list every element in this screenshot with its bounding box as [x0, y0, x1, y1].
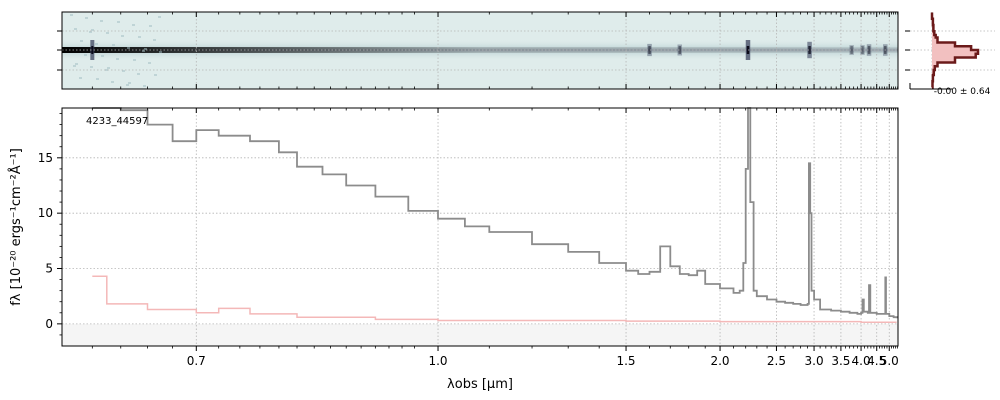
- twod-noise-pixel: [74, 28, 77, 30]
- x-tick-label: 3.5: [831, 354, 850, 368]
- twod-noise-pixel: [159, 51, 162, 53]
- twod-noise-pixel: [144, 48, 147, 50]
- x-tick-label: 2.0: [710, 354, 729, 368]
- twod-noise-pixel: [106, 32, 109, 34]
- spectrum-2d-panel: [57, 11, 899, 90]
- twod-noise-pixel: [149, 25, 152, 27]
- twod-noise-pixel: [121, 35, 124, 37]
- spectrum-1d-frame: [61, 107, 899, 347]
- profile-panel: -0.00 ± 0.64: [905, 12, 995, 97]
- twod-noise-pixel: [111, 81, 114, 83]
- twod-noise-pixel: [154, 74, 157, 76]
- twod-line-halo: [849, 45, 854, 55]
- twod-noise-pixel: [96, 78, 99, 80]
- profile-line: [930, 12, 980, 89]
- x-tick-label: 5.0: [880, 354, 899, 368]
- twod-line-core: [850, 46, 853, 54]
- twod-line-core: [808, 46, 811, 54]
- y-tick-label: 0: [45, 317, 53, 331]
- x-tick-label: 0.7: [187, 354, 206, 368]
- twod-noise-pixel: [112, 44, 115, 46]
- x-tick-label: 2.5: [767, 354, 786, 368]
- twod-noise-pixel: [158, 16, 161, 18]
- twod-line-core: [648, 46, 651, 54]
- twod-noise-pixel: [90, 66, 93, 68]
- twod-noise-pixel: [101, 55, 104, 57]
- y-axis-label: fλ [10⁻²⁰ ergs⁻¹cm⁻²Å⁻¹]: [8, 148, 24, 306]
- twod-noise-pixel: [105, 69, 108, 71]
- twod-line-core: [678, 46, 682, 54]
- twod-noise-pixel: [107, 67, 110, 69]
- x-tick-label: 4.5: [867, 354, 886, 368]
- profile-ticks: [905, 30, 952, 90]
- twod-noise-pixel: [89, 31, 92, 33]
- spectrum-1d-grid: [62, 108, 898, 346]
- series-error: [92, 275, 897, 323]
- twod-noise-pixel: [142, 50, 145, 52]
- x-tick-labels: 0.7 1.0 1.5 2.0 2.5 3.0 3.5 4.04.55.0: [187, 354, 899, 368]
- twod-line-core: [91, 46, 94, 54]
- twod-noise-pixel: [100, 20, 103, 22]
- x-tick-label: 1.0: [428, 354, 447, 368]
- twod-noise-pixel: [117, 21, 120, 23]
- twod-noise-pixel: [122, 70, 125, 72]
- twod-noise-pixel: [153, 39, 156, 41]
- twod-noise-pixel: [79, 77, 82, 79]
- twod-noise-pixel: [70, 14, 73, 16]
- profile-label: -0.00 ± 0.64: [934, 87, 991, 97]
- twod-noise-pixel: [133, 59, 136, 61]
- twod-noise-pixel: [127, 47, 130, 49]
- x-axis-label: λobs [μm]: [447, 377, 513, 392]
- twod-noise-pixel: [132, 24, 135, 26]
- y-tick-label: 15: [38, 151, 53, 165]
- twod-line-halo: [860, 45, 865, 55]
- twod-line-core: [867, 46, 871, 54]
- x-tick-label: 4.0: [852, 354, 871, 368]
- spectrum-2d-grid: [62, 12, 898, 89]
- profile-fill: [932, 12, 978, 88]
- twod-noise-pixel: [138, 36, 141, 38]
- twod-noise-pixel: [95, 43, 98, 45]
- twod-noise-pixel: [75, 63, 78, 65]
- y-tick-label: 10: [38, 206, 53, 220]
- twod-line-halo: [866, 44, 872, 56]
- twod-noise-pixel: [116, 58, 119, 60]
- twod-noise-pixel: [91, 29, 94, 31]
- twod-noise-pixel: [73, 65, 76, 67]
- spectrum-2d-trace-core: [62, 47, 898, 53]
- spectrum-2d-frame: [61, 11, 899, 90]
- spectrum-2d-emission-lines: [70, 14, 888, 87]
- spectrum-1d-panel: 0.7 1.0 1.5 2.0 2.5 3.0 3.5 4.04.55.0 0 5 10 15 42…: [8, 107, 899, 392]
- twod-noise-pixel: [126, 84, 129, 86]
- y-tick-labels: 0 5 10 15: [38, 151, 53, 331]
- twod-line-core: [861, 46, 864, 54]
- zero-band: [62, 324, 898, 346]
- twod-noise-pixel: [137, 73, 140, 75]
- x-tick-label: 3.0: [805, 354, 824, 368]
- twod-line-halo: [647, 43, 652, 57]
- twod-noise-pixel: [128, 82, 131, 84]
- twod-line-halo: [677, 44, 683, 56]
- twod-noise-pixel: [80, 40, 83, 42]
- y-tick-label: 5: [45, 262, 53, 276]
- twod-noise-pixel: [85, 17, 88, 19]
- object-label: 4233_44597: [86, 116, 148, 127]
- twod-noise-pixel: [148, 62, 151, 64]
- x-tick-label: 1.5: [616, 354, 635, 368]
- twod-noise-pixel: [84, 54, 87, 56]
- twod-noise-pixel: [143, 85, 146, 87]
- twod-line-core: [746, 46, 750, 54]
- series-flux: [92, 107, 898, 319]
